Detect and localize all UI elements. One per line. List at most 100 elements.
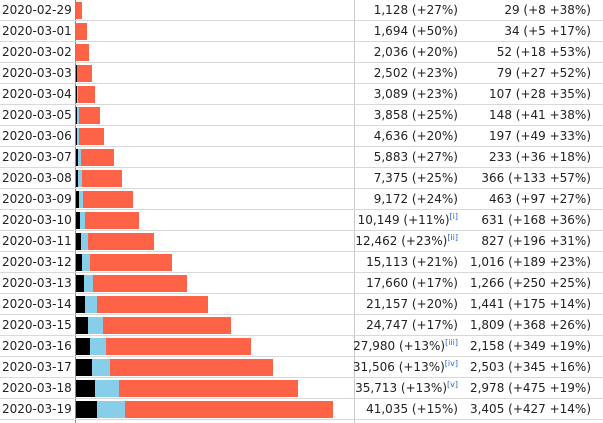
table-row: 2020-03-16 27,980 (+13%)[iii] 2,158 (+349 …	[0, 336, 603, 357]
row-separator	[0, 272, 603, 273]
deaths-bar	[76, 86, 77, 103]
deaths-cell: 233 (+36 +18%)	[489, 150, 591, 164]
row-separator	[0, 335, 603, 336]
table-row: 2020-03-03 2,502 (+23%) 79 (+27 +52%)	[0, 63, 603, 84]
cases-cell: 10,149 (+11%)[i]	[357, 212, 458, 228]
date-cell: 2020-02-29	[2, 3, 72, 17]
date-cell: 2020-03-09	[2, 192, 72, 206]
recoveries-bar	[79, 191, 83, 208]
date-cell: 2020-03-17	[2, 360, 72, 374]
active-cases-bar	[110, 359, 273, 376]
recoveries-bar	[92, 359, 110, 376]
cases-cell: 27,980 (+13%)[iii]	[353, 338, 458, 354]
table-row: 2020-03-02 2,036 (+20%) 52 (+18 +53%)	[0, 42, 603, 63]
recoveries-bar	[90, 338, 106, 355]
date-cell: 2020-03-03	[2, 66, 72, 80]
active-cases-bar	[78, 86, 95, 103]
deaths-cell: 79 (+27 +52%)	[496, 66, 591, 80]
deaths-cell: 631 (+168 +36%)	[481, 213, 591, 227]
cases-cell: 41,035 (+15%)	[366, 402, 458, 416]
date-cell: 2020-03-16	[2, 339, 72, 353]
table-row: 2020-03-09 9,172 (+24%) 463 (+97 +27%)	[0, 189, 603, 210]
row-separator	[0, 419, 603, 420]
deaths-cell: 366 (+133 +57%)	[481, 171, 591, 185]
date-cell: 2020-03-06	[2, 129, 72, 143]
table-row: 2020-03-10 10,149 (+11%)[i] 631 (+168 +36%…	[0, 210, 603, 231]
cases-cell: 7,375 (+25%)	[373, 171, 458, 185]
deaths-bar	[76, 65, 77, 82]
table-row: 2020-03-17 31,506 (+13%)[iv] 2,503 (+345 +…	[0, 357, 603, 378]
row-separator	[0, 83, 603, 84]
deaths-bar	[76, 128, 77, 145]
active-cases-bar	[79, 128, 104, 145]
recoveries-bar	[78, 170, 82, 187]
footnote-link[interactable]: [iv]	[444, 359, 458, 368]
date-cell: 2020-03-05	[2, 108, 72, 122]
date-cell: 2020-03-18	[2, 381, 72, 395]
date-cell: 2020-03-11	[2, 234, 72, 248]
active-cases-bar	[76, 2, 82, 19]
row-separator	[0, 167, 603, 168]
recoveries-bar	[77, 107, 79, 124]
active-cases-bar	[82, 170, 122, 187]
deaths-cell: 107 (+28 +35%)	[489, 87, 591, 101]
deaths-bar	[76, 401, 97, 418]
date-cell: 2020-03-13	[2, 276, 72, 290]
row-separator	[0, 209, 603, 210]
cases-cell: 21,157 (+20%)	[366, 297, 458, 311]
date-cell: 2020-03-12	[2, 255, 72, 269]
deaths-bar	[76, 107, 77, 124]
row-separator	[0, 377, 603, 378]
deaths-cell: 148 (+41 +38%)	[489, 108, 591, 122]
footnote-link[interactable]: [iii]	[445, 338, 458, 347]
cases-cell: 2,036 (+20%)	[373, 45, 458, 59]
active-cases-bar	[79, 107, 100, 124]
active-cases-bar	[106, 338, 251, 355]
deaths-cell: 52 (+18 +53%)	[496, 45, 591, 59]
deaths-cell: 2,158 (+349 +19%)	[469, 339, 591, 353]
recoveries-bar	[84, 275, 93, 292]
table-row: 2020-03-05 3,858 (+25%) 148 (+41 +38%)	[0, 105, 603, 126]
recoveries-bar	[77, 128, 79, 145]
active-cases-bar	[76, 44, 89, 61]
row-separator	[0, 125, 603, 126]
footnote-link[interactable]: [v]	[447, 380, 458, 389]
date-cell: 2020-03-01	[2, 24, 72, 38]
recoveries-bar	[85, 296, 97, 313]
table-row: 2020-03-06 4,636 (+20%) 197 (+49 +33%)	[0, 126, 603, 147]
footnote-link[interactable]: [i]	[449, 212, 458, 221]
active-cases-bar	[88, 233, 154, 250]
deaths-cell: 3,405 (+427 +14%)	[469, 402, 591, 416]
date-cell: 2020-03-14	[2, 297, 72, 311]
cases-cell: 17,660 (+17%)	[366, 276, 458, 290]
deaths-cell: 827 (+196 +31%)	[481, 234, 591, 248]
cases-cell: 15,113 (+21%)	[366, 255, 458, 269]
row-separator	[0, 20, 603, 21]
active-cases-bar	[77, 65, 92, 82]
active-cases-bar	[119, 380, 298, 397]
active-cases-bar	[97, 296, 208, 313]
row-separator	[0, 356, 603, 357]
active-cases-bar	[76, 23, 87, 40]
table-row: 2020-03-04 3,089 (+23%) 107 (+28 +35%)	[0, 84, 603, 105]
recoveries-bar	[97, 401, 125, 418]
deaths-cell: 463 (+97 +27%)	[489, 192, 591, 206]
active-cases-bar	[93, 275, 187, 292]
footnote-link[interactable]: [ii]	[447, 233, 458, 242]
date-cell: 2020-03-02	[2, 45, 72, 59]
date-cell: 2020-03-08	[2, 171, 72, 185]
chart-axis-line	[75, 0, 76, 423]
recoveries-bar	[78, 149, 81, 166]
cases-cell: 1,694 (+50%)	[373, 24, 458, 38]
row-separator	[0, 41, 603, 42]
deaths-cell: 34 (+5 +17%)	[504, 24, 591, 38]
table-row: 2020-03-14 21,157 (+20%) 1,441 (+175 +14%)	[0, 294, 603, 315]
recoveries-bar	[77, 86, 78, 103]
row-separator	[0, 104, 603, 105]
active-cases-bar	[83, 191, 133, 208]
table-row: 2020-03-12 15,113 (+21%) 1,016 (+189 +23%)	[0, 252, 603, 273]
row-separator	[0, 251, 603, 252]
table-row: 2020-03-15 24,747 (+17%) 1,809 (+368 +26%)	[0, 315, 603, 336]
recoveries-bar	[95, 380, 119, 397]
